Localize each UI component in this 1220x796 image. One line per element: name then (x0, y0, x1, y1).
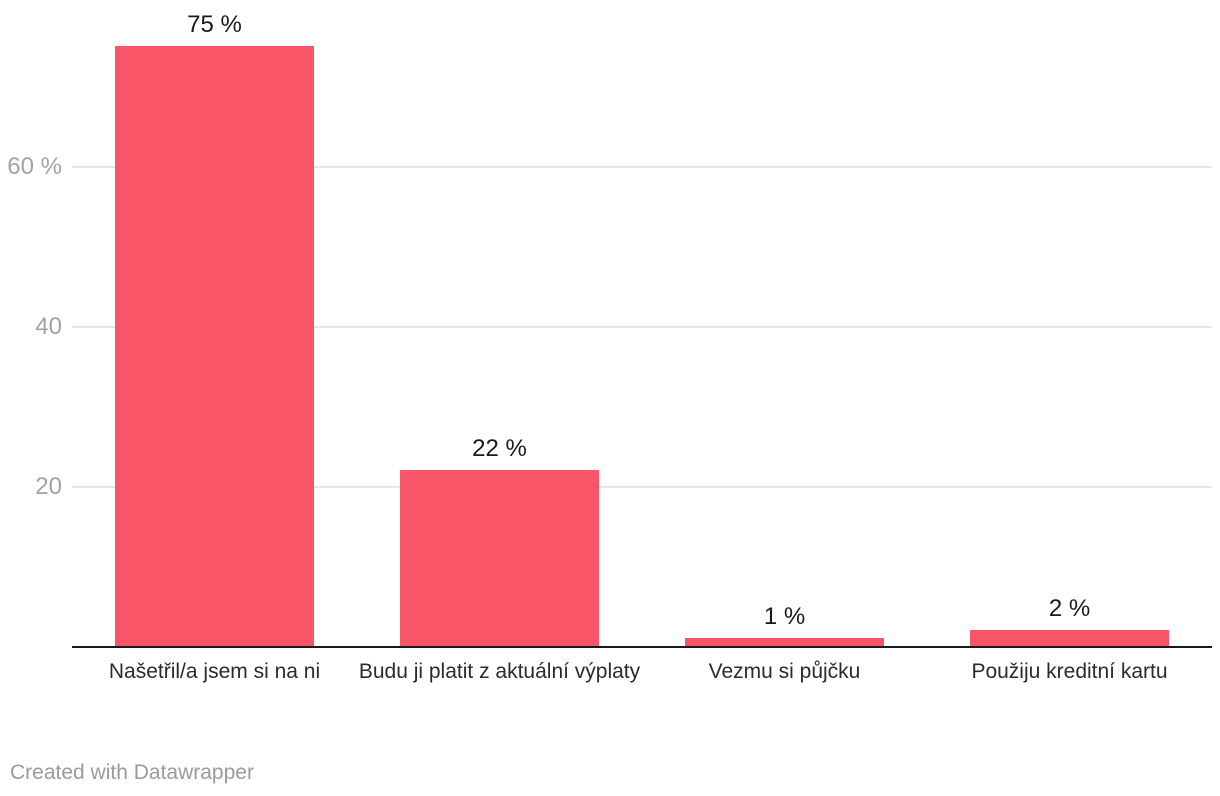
category-label: Budu ji platit z aktuální výplaty (358, 660, 641, 683)
bar (400, 470, 599, 646)
y-tick-label: 40 (35, 313, 62, 340)
y-gridline (72, 486, 1212, 488)
category-label: Našetřil/a jsem si na ni (108, 660, 321, 683)
category-label: Použiju kreditní kartu (971, 660, 1168, 683)
y-tick-label: 20 (35, 473, 62, 500)
bar (115, 46, 314, 646)
bar (970, 630, 1169, 646)
bar-value-label: 1 % (763, 603, 806, 630)
bar-value-label: 2 % (1048, 595, 1091, 622)
y-gridline (72, 166, 1212, 168)
y-tick-label: 60 % (7, 153, 62, 180)
y-gridline (72, 326, 1212, 328)
bar (685, 638, 884, 646)
category-label: Vezmu si půjčku (708, 660, 861, 683)
x-axis-line (72, 646, 1212, 648)
bar-value-label: 75 % (187, 11, 242, 38)
bar-value-label: 22 % (472, 435, 527, 462)
chart-credit[interactable]: Created with Datawrapper (10, 761, 254, 784)
